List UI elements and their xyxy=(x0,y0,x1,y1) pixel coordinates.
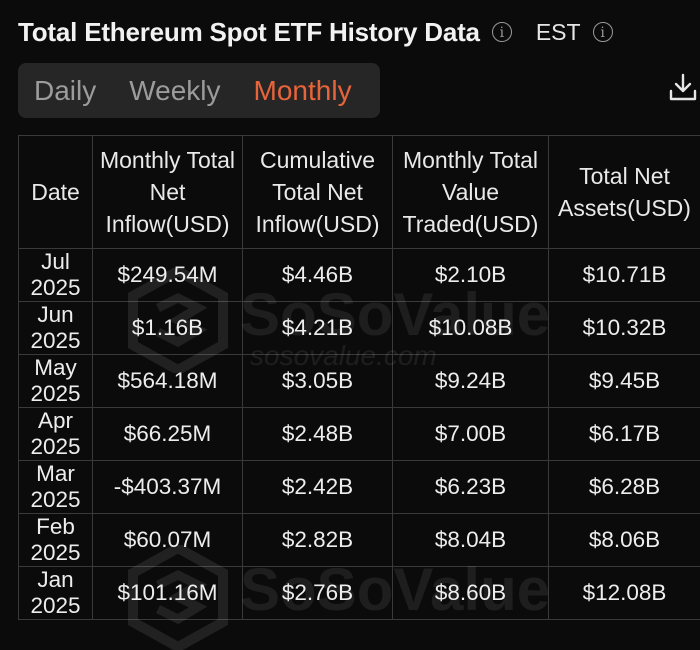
cell-traded: $8.60B xyxy=(393,567,549,620)
tab-daily[interactable]: Daily xyxy=(34,75,96,107)
cell-traded: $6.23B xyxy=(393,461,549,514)
cell-date: Mar 2025 xyxy=(19,461,93,514)
tab-monthly[interactable]: Monthly xyxy=(254,75,352,107)
timezone-info-icon[interactable]: i xyxy=(593,22,613,42)
table-header-row: Date Monthly Total Net Inflow(USD) Cumul… xyxy=(19,136,700,249)
cell-cumulative: $2.82B xyxy=(243,514,393,567)
cell-traded: $9.24B xyxy=(393,355,549,408)
header: Total Ethereum Spot ETF History Data i E… xyxy=(18,12,613,52)
cell-assets: $6.28B xyxy=(549,461,700,514)
cell-date: Apr 2025 xyxy=(19,408,93,461)
cell-cumulative: $2.48B xyxy=(243,408,393,461)
table-row: Jan 2025$101.16M$2.76B$8.60B$12.08B xyxy=(19,567,700,620)
info-icon[interactable]: i xyxy=(492,22,512,42)
cell-assets: $12.08B xyxy=(549,567,700,620)
column-header-assets: Total Net Assets(USD) xyxy=(549,136,700,249)
cell-date: Jul 2025 xyxy=(19,249,93,302)
cell-date: May 2025 xyxy=(19,355,93,408)
cell-net-inflow: -$403.37M xyxy=(93,461,243,514)
cell-date: Jun 2025 xyxy=(19,302,93,355)
cell-net-inflow: $564.18M xyxy=(93,355,243,408)
cell-traded: $7.00B xyxy=(393,408,549,461)
cell-assets: $8.06B xyxy=(549,514,700,567)
table-row: Jun 2025$1.16B$4.21B$10.08B$10.32B xyxy=(19,302,700,355)
cell-net-inflow: $66.25M xyxy=(93,408,243,461)
cell-date: Jan 2025 xyxy=(19,567,93,620)
cell-cumulative: $2.42B xyxy=(243,461,393,514)
cell-net-inflow: $249.54M xyxy=(93,249,243,302)
cell-cumulative: $3.05B xyxy=(243,355,393,408)
table-row: Feb 2025$60.07M$2.82B$8.04B$8.06B xyxy=(19,514,700,567)
cell-assets: $10.32B xyxy=(549,302,700,355)
cell-traded: $2.10B xyxy=(393,249,549,302)
cell-assets: $6.17B xyxy=(549,408,700,461)
download-icon[interactable] xyxy=(668,72,698,102)
table-row: Apr 2025$66.25M$2.48B$7.00B$6.17B xyxy=(19,408,700,461)
cell-cumulative: $4.21B xyxy=(243,302,393,355)
cell-traded: $10.08B xyxy=(393,302,549,355)
cell-date: Feb 2025 xyxy=(19,514,93,567)
etf-history-table: Date Monthly Total Net Inflow(USD) Cumul… xyxy=(18,135,700,620)
cell-assets: $9.45B xyxy=(549,355,700,408)
table-row: May 2025$564.18M$3.05B$9.24B$9.45B xyxy=(19,355,700,408)
cell-cumulative: $4.46B xyxy=(243,249,393,302)
cell-net-inflow: $60.07M xyxy=(93,514,243,567)
cell-net-inflow: $101.16M xyxy=(93,567,243,620)
column-header-net-inflow: Monthly Total Net Inflow(USD) xyxy=(93,136,243,249)
table-row: Mar 2025-$403.37M$2.42B$6.23B$6.28B xyxy=(19,461,700,514)
tab-weekly[interactable]: Weekly xyxy=(129,75,220,107)
column-header-traded: Monthly Total Value Traded(USD) xyxy=(393,136,549,249)
cell-cumulative: $2.76B xyxy=(243,567,393,620)
column-header-date: Date xyxy=(19,136,93,249)
cell-assets: $10.71B xyxy=(549,249,700,302)
cell-traded: $8.04B xyxy=(393,514,549,567)
period-tabs: Daily Weekly Monthly xyxy=(18,63,380,118)
cell-net-inflow: $1.16B xyxy=(93,302,243,355)
table-row: Jul 2025$249.54M$4.46B$2.10B$10.71B xyxy=(19,249,700,302)
column-header-cumulative: Cumulative Total Net Inflow(USD) xyxy=(243,136,393,249)
timezone-label[interactable]: EST xyxy=(536,19,581,46)
page-title: Total Ethereum Spot ETF History Data xyxy=(18,17,480,48)
